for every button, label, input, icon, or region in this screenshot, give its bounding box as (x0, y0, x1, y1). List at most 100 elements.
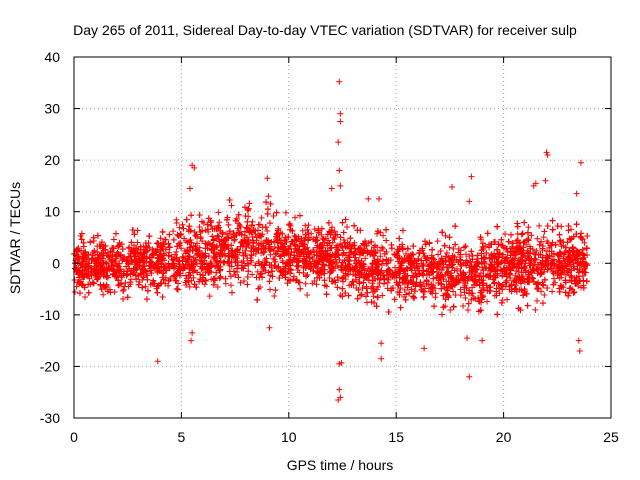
data-point (265, 245, 272, 252)
data-point (437, 271, 444, 278)
data-point (478, 277, 485, 284)
data-point (403, 277, 410, 284)
data-point (198, 265, 205, 272)
data-point (264, 228, 271, 235)
data-point (507, 259, 514, 266)
data-point (159, 293, 166, 300)
data-point (469, 276, 476, 283)
data-point (152, 247, 159, 254)
data-point (431, 303, 438, 310)
data-point (176, 267, 183, 274)
data-point (406, 290, 413, 297)
data-point (494, 272, 501, 279)
data-point (417, 282, 423, 289)
data-point (149, 251, 156, 258)
data-point (185, 278, 192, 285)
data-point (198, 250, 205, 257)
data-point (322, 255, 329, 262)
data-point (295, 258, 302, 265)
data-point (104, 272, 111, 279)
data-point (434, 265, 441, 272)
data-point (493, 246, 500, 253)
data-point (226, 254, 233, 261)
data-point (273, 209, 280, 216)
data-point (160, 255, 167, 262)
data-point (142, 283, 149, 290)
data-point (99, 260, 106, 267)
data-point (501, 244, 508, 251)
data-point (141, 258, 148, 265)
data-point (457, 292, 464, 299)
data-point (308, 230, 315, 237)
data-point (273, 231, 280, 238)
data-point (228, 258, 235, 265)
data-point (323, 291, 330, 298)
data-point (355, 286, 362, 293)
data-point (342, 289, 349, 296)
data-point (534, 280, 541, 287)
data-point (230, 231, 237, 238)
data-point (245, 261, 252, 268)
data-point (502, 230, 509, 237)
data-point (140, 259, 147, 266)
data-point (560, 251, 567, 258)
data-point (570, 233, 577, 240)
data-point (447, 272, 454, 279)
data-point (502, 279, 509, 286)
data-point (85, 289, 92, 296)
data-point (144, 244, 151, 251)
data-point (284, 280, 291, 287)
data-point (241, 204, 248, 211)
data-point (111, 289, 118, 296)
data-point (507, 274, 514, 281)
data-point (457, 286, 464, 293)
data-point (455, 259, 462, 266)
data-point (428, 281, 435, 288)
data-point (479, 280, 486, 287)
data-point (215, 209, 222, 216)
data-point (241, 228, 248, 235)
data-point (334, 284, 341, 291)
data-point (446, 244, 453, 251)
data-point (514, 237, 521, 244)
data-point (228, 289, 235, 296)
data-point (272, 251, 279, 258)
data-point (420, 294, 427, 301)
data-point (202, 240, 209, 247)
data-point (295, 257, 302, 264)
data-point (231, 236, 238, 243)
data-point (177, 231, 184, 238)
data-point (483, 282, 490, 289)
data-point (389, 284, 396, 291)
data-point (237, 279, 244, 286)
data-point (275, 225, 282, 232)
data-point (100, 243, 107, 250)
data-point (477, 289, 484, 296)
data-point (354, 295, 361, 302)
data-point (140, 250, 147, 257)
data-point (166, 265, 173, 272)
data-point (121, 283, 128, 290)
data-point (508, 231, 515, 238)
data-point (244, 218, 251, 225)
data-point (423, 277, 430, 284)
data-point (350, 251, 357, 258)
data-point (144, 276, 151, 283)
data-point (461, 289, 468, 296)
data-point (428, 258, 435, 265)
data-point (450, 304, 457, 311)
data-point (248, 245, 255, 252)
data-point (77, 232, 84, 239)
data-point (178, 245, 185, 252)
data-point (276, 275, 283, 282)
data-point (460, 275, 467, 282)
data-point (549, 269, 556, 276)
data-point (581, 239, 588, 246)
data-point (127, 276, 134, 283)
data-point (116, 260, 123, 267)
data-point (511, 285, 518, 292)
data-point (305, 222, 312, 229)
data-point (173, 285, 180, 292)
data-point (478, 294, 485, 301)
data-point (224, 234, 231, 241)
